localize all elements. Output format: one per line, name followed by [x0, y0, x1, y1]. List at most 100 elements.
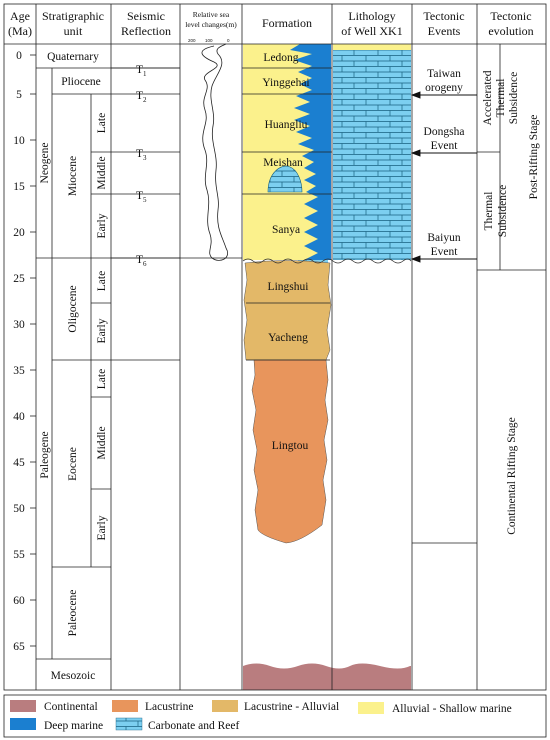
age-5: 5	[16, 89, 22, 101]
tectonic-events: Taiwan orogeny Dongsha Event Baiyun Even…	[410, 68, 477, 263]
legend-swatch-continental	[10, 700, 36, 712]
age-15: 15	[13, 181, 25, 193]
sea-tick-200: 200	[188, 38, 196, 43]
evolution-thermal: Thermal	[495, 79, 507, 118]
sea-tick-100: 100	[205, 38, 213, 43]
header-age-unit: (Ma)	[8, 24, 32, 38]
strat-miocene-late: Late	[96, 113, 108, 133]
strat-paleogene: Paleogene	[39, 431, 51, 478]
legend-lacustrine-alluvial: Lacustrine - Alluvial	[244, 701, 339, 713]
arrowhead-icon	[410, 255, 421, 263]
age-axis-ticks	[30, 54, 36, 647]
strat-oligocene-early: Early	[96, 318, 108, 343]
event-dongsha-2: Event	[431, 140, 459, 152]
header-formation: Formation	[262, 16, 312, 30]
age-10: 10	[13, 135, 25, 147]
evolution-post-rifting: Post-Rifting Stage	[528, 115, 540, 200]
formation-yinggehai: Yinggehai	[262, 77, 309, 89]
legend-swatch-lacustrine-alluvial	[212, 700, 238, 712]
header-events: Tectonic	[423, 9, 464, 23]
header-evolution-2: evolution	[488, 24, 533, 38]
age-65: 65	[13, 641, 25, 653]
strat-quaternary: Quaternary	[47, 51, 99, 63]
age-55: 55	[13, 549, 25, 561]
formation-yacheng: Yacheng	[268, 332, 308, 344]
age-0: 0	[16, 50, 22, 62]
tectonic-evolution: Accelerated Thermal Subsidence Thermal S…	[482, 70, 540, 534]
lithology-top-sand	[333, 44, 411, 50]
age-40: 40	[13, 411, 25, 423]
age-25: 25	[13, 273, 25, 285]
event-baiyun: Baiyun	[427, 232, 460, 244]
headers: Age (Ma) Stratigraphic unit Seismic Refl…	[8, 9, 534, 38]
event-orogeny: orogeny	[425, 82, 463, 94]
evolution-subsidence: Subsidence	[508, 72, 520, 124]
legend: Continental Lacustrine Lacustrine - Allu…	[3, 694, 547, 738]
strat-mesozoic: Mesozoic	[51, 670, 96, 682]
strat-neogene: Neogene	[39, 143, 51, 184]
strat-miocene-early: Early	[96, 213, 108, 238]
lacustrine-alluvial-fill	[243, 260, 332, 361]
header-sea-level: level changes(m)	[185, 20, 237, 29]
seismic-t5: T5	[136, 190, 147, 204]
age-45: 45	[13, 457, 25, 469]
strat-eocene: Eocene	[67, 447, 79, 481]
legend-swatch-deep-marine	[10, 718, 36, 730]
strat-eocene-late: Late	[96, 369, 108, 389]
strat-miocene: Miocene	[67, 156, 79, 196]
seismic-t6: T6	[136, 254, 147, 268]
strat-labels: Quaternary Pliocene Neogene Miocene Late…	[39, 51, 108, 682]
formation-labels: Ledong Yinggehai Huangliu Meishan Sanya …	[262, 52, 309, 452]
table-grid	[3, 3, 547, 691]
strat-oligocene: Oligocene	[67, 285, 79, 332]
continental-fill	[243, 663, 411, 690]
formation-lingshui: Lingshui	[268, 281, 309, 293]
legend-carbonate-reef: Carbonate and Reef	[148, 720, 239, 732]
header-events-2: Events	[428, 24, 461, 38]
seismic-labels: T1 T2 T3 T5 T6	[136, 64, 147, 268]
seismic-t2: T2	[136, 90, 147, 104]
event-baiyun-2: Event	[431, 246, 459, 258]
reef-mound	[267, 165, 303, 193]
formation-lingtou: Lingtou	[272, 440, 309, 452]
age-60: 60	[13, 595, 25, 607]
header-evolution: Tectonic	[490, 9, 531, 23]
strat-eocene-middle: Middle	[96, 426, 108, 459]
arrowhead-icon	[410, 91, 421, 99]
strat-eocene-early: Early	[96, 515, 108, 540]
arrowhead-icon	[410, 149, 421, 157]
header-seismic: Seismic	[127, 9, 165, 23]
lithology-carbonate	[333, 44, 411, 260]
evolution-subsidence-2: Subsidence	[497, 185, 509, 237]
strat-miocene-middle: Middle	[96, 156, 108, 189]
seismic-t1: T1	[136, 64, 147, 78]
evolution-continental-rifting: Continental Rifting Stage	[506, 417, 518, 535]
evolution-thermal-2: Thermal	[483, 192, 495, 231]
header-lithology: Lithology	[348, 9, 395, 23]
strat-pliocene: Pliocene	[61, 76, 101, 88]
formation-huangliu: Huangliu	[265, 119, 308, 131]
unconformity-line	[242, 258, 412, 264]
age-30: 30	[13, 319, 25, 331]
event-dongsha: Dongsha	[424, 126, 465, 138]
strat-oligocene-late: Late	[96, 271, 108, 291]
legend-alluvial-shallow-marine: Alluvial - Shallow marine	[392, 703, 512, 715]
sea-level-curve	[201, 43, 228, 261]
header-age: Age	[10, 9, 30, 23]
header-strat-unit: unit	[64, 24, 83, 38]
legend-continental: Continental	[44, 701, 98, 713]
age-50: 50	[13, 503, 25, 515]
legend-swatch-lacustrine	[112, 700, 138, 712]
sea-tick-0: 0	[227, 38, 230, 43]
lacustrine-fill	[251, 359, 329, 544]
strat-paleocene: Paleocene	[67, 590, 79, 637]
legend-swatch-carbonate-reef	[115, 717, 143, 731]
header-well: of Well XK1	[341, 24, 402, 38]
legend-deep-marine: Deep marine	[44, 720, 103, 732]
formation-meishan: Meishan	[263, 157, 303, 169]
header-reflection: Reflection	[121, 24, 171, 38]
formation-ledong: Ledong	[263, 52, 298, 64]
header-strat: Stratigraphic	[42, 9, 104, 23]
legend-swatch-alluvial-shallow-marine	[358, 702, 384, 714]
